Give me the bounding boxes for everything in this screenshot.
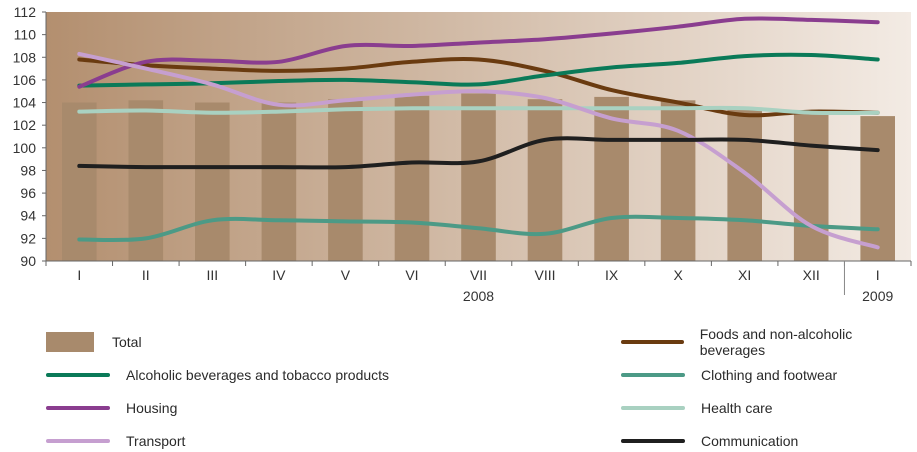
bar-total-7	[527, 99, 563, 261]
bar-total-5	[394, 95, 430, 261]
legend-swatch-total	[46, 332, 94, 352]
legend-label-total: Total	[112, 334, 142, 350]
bar-total-12	[860, 116, 895, 261]
legend-label-health: Health care	[701, 400, 773, 416]
line-health-care	[77, 105, 880, 116]
legend: Total Foods and non-alcoholic beverages …	[0, 322, 917, 450]
legend-swatch-alcohol	[46, 373, 110, 377]
y-tick-label: 92	[20, 230, 36, 246]
x-tick-label: X	[673, 267, 683, 283]
line-transport	[77, 51, 880, 250]
bar-total-4	[328, 99, 363, 261]
legend-swatch-foods	[621, 340, 684, 344]
bar-total-9	[660, 100, 696, 261]
x-tick-label: VIII	[535, 267, 556, 283]
bar-total-6	[461, 93, 496, 261]
x-tick-label: IX	[605, 267, 619, 283]
legend-item-alcohol: Alcoholic beverages and tobacco products	[46, 364, 389, 386]
lines-layer	[77, 16, 880, 250]
bar-total-2	[195, 102, 230, 261]
x-tick-label: I	[876, 267, 880, 283]
legend-item-clothing: Clothing and footwear	[621, 364, 837, 386]
legend-item-foods: Foods and non-alcoholic beverages	[621, 326, 917, 358]
y-tick-label: 96	[20, 185, 36, 201]
x-tick-label: XI	[738, 267, 751, 283]
legend-label-communication: Communication	[701, 433, 799, 449]
legend-label-transport: Transport	[126, 433, 186, 449]
y-tick-label: 108	[13, 49, 37, 65]
x-tick-label: I	[77, 267, 81, 283]
x-tick-label: IV	[272, 267, 286, 283]
legend-label-clothing: Clothing and footwear	[701, 367, 838, 383]
legend-item-total: Total	[46, 331, 142, 353]
x-tick-label: XII	[803, 267, 820, 283]
y-tick-label: 98	[20, 162, 36, 178]
line-housing	[77, 16, 880, 89]
bars-layer	[62, 93, 895, 262]
line-clothing-and-footwear	[77, 214, 880, 243]
legend-label-foods: Foods and non-alcoholic beverages	[699, 326, 853, 358]
bar-total-10	[727, 108, 762, 261]
legend-item-health: Health care	[621, 397, 773, 419]
x-tick-label: VI	[405, 267, 418, 283]
legend-item-housing: Housing	[46, 397, 177, 419]
bar-total-0	[62, 102, 97, 261]
legend-label-alcohol: Alcoholic beverages and tobacco products	[126, 367, 390, 383]
y-tick-label: 100	[13, 140, 37, 156]
y-tick-label: 90	[20, 253, 36, 269]
bar-total-11	[793, 110, 829, 261]
x-tick-label: III	[207, 267, 219, 283]
legend-swatch-housing	[46, 406, 110, 410]
y-tick-label: 106	[13, 72, 37, 88]
y-tick-label: 110	[14, 27, 37, 43]
legend-swatch-transport	[46, 439, 110, 443]
x-group-label: 2009	[862, 288, 893, 304]
legend-item-communication: Communication	[621, 430, 798, 452]
bar-total-3	[261, 102, 297, 261]
bar-total-8	[594, 96, 629, 262]
x-tick-label: VII	[470, 267, 487, 283]
legend-swatch-health	[621, 406, 685, 410]
x-tick-label: V	[341, 267, 351, 283]
y-tick-label: 112	[14, 4, 37, 20]
y-tick-label: 102	[13, 117, 37, 133]
legend-label-housing: Housing	[126, 400, 178, 416]
legend-swatch-communication	[621, 439, 685, 443]
y-tick-label: 94	[20, 208, 36, 224]
y-tick-label: 104	[13, 95, 37, 111]
x-tick-label: II	[142, 267, 150, 283]
x-group-label: 2008	[463, 288, 494, 304]
line-foods-and-non-alcoholic-beverages	[77, 57, 880, 118]
line-communication	[77, 136, 880, 170]
legend-swatch-clothing	[621, 373, 685, 377]
legend-item-transport: Transport	[46, 430, 185, 452]
